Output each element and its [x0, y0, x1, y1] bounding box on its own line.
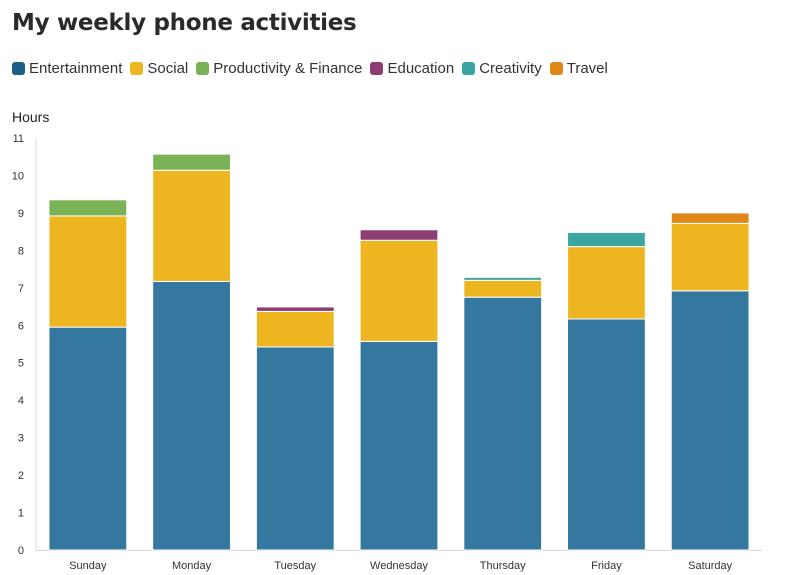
bar-monday-segment-0: [152, 280, 231, 551]
bar-saturday-segment-5: [670, 212, 750, 224]
y-tick-label: 11: [13, 133, 24, 145]
legend-item-3: Education: [370, 60, 454, 77]
y-tick-label: 6: [18, 320, 24, 332]
legend-item-1: Social: [130, 60, 188, 77]
legend-swatch: [370, 62, 384, 75]
bar-tuesday-segment-0: [255, 346, 335, 551]
y-tick-label: 2: [18, 470, 24, 482]
bar-wednesday-segment-3: [359, 229, 439, 241]
y-tick-label: 0: [18, 545, 24, 557]
bar-saturday-segment-0: [670, 290, 750, 551]
legend-item-5: Travel: [549, 60, 608, 77]
bar-tuesday-segment-1: [255, 310, 335, 348]
bar-wednesday-segment-1: [359, 239, 439, 342]
chart-legend: Entertainment Social Productivity & Financ…: [12, 60, 616, 77]
y-tick-label: 8: [18, 245, 24, 257]
legend-item-0: Entertainment: [12, 60, 122, 77]
bar-wednesday-segment-0: [359, 340, 439, 551]
bar-thursday-segment-0: [463, 296, 543, 551]
x-tick-label: Friday: [591, 560, 622, 572]
legend-label: Social: [147, 60, 189, 77]
bar-thursday-segment-4: [463, 276, 543, 281]
y-tick-label: 10: [12, 170, 24, 182]
bar-monday-segment-2: [152, 153, 231, 171]
x-tick-label: Tuesday: [274, 560, 316, 572]
bar-tuesday-segment-3: [255, 306, 335, 312]
x-tick-label: Sunday: [69, 560, 107, 572]
legend-item-4: Creativity: [462, 60, 542, 77]
y-axis-title: Hours: [12, 109, 49, 125]
y-tick-label: 9: [18, 208, 24, 220]
y-tick-label: 4: [18, 395, 24, 407]
bar-saturday-segment-1: [670, 222, 750, 292]
legend-label: Creativity: [479, 60, 542, 77]
x-tick-label: Monday: [172, 560, 212, 572]
y-tick-label: 5: [18, 358, 24, 370]
legend-label: Productivity & Finance: [213, 60, 363, 77]
legend-label: Entertainment: [29, 60, 123, 77]
bar-friday-segment-1: [567, 246, 646, 320]
legend-swatch: [130, 62, 144, 75]
legend-item-2: Productivity & Finance: [196, 60, 362, 77]
chart-title: My weekly phone activities: [12, 10, 357, 36]
bar-sunday-segment-0: [48, 326, 128, 551]
legend-swatch: [549, 62, 563, 75]
bar-friday-segment-0: [567, 318, 646, 551]
y-tick-label: 1: [18, 508, 24, 520]
x-tick-label: Thursday: [480, 560, 526, 572]
bar-friday-segment-4: [567, 231, 646, 248]
y-tick-label: 3: [18, 433, 24, 445]
y-tick-label: 7: [18, 283, 24, 295]
bar-sunday-segment-1: [48, 215, 128, 328]
bar-monday-segment-1: [152, 169, 231, 282]
legend-swatch: [462, 62, 476, 75]
legend-swatch: [196, 62, 210, 75]
x-tick-label: Wednesday: [370, 560, 428, 572]
legend-label: Travel: [566, 60, 608, 77]
legend-label: Education: [387, 60, 455, 77]
x-tick-label: Saturday: [688, 560, 733, 572]
legend-swatch: [12, 62, 25, 75]
bar-sunday-segment-2: [48, 199, 128, 217]
bar-thursday-segment-1: [463, 279, 543, 298]
